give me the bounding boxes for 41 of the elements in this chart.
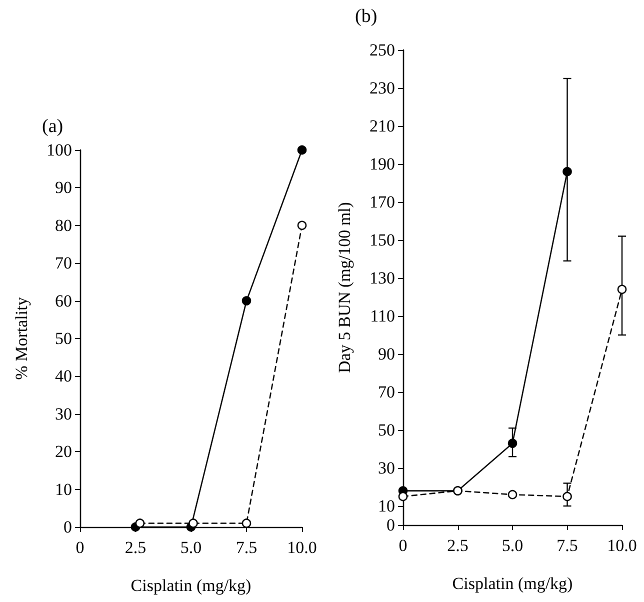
y-tick-label: 0	[386, 516, 395, 534]
x-tick-label: 10.0	[287, 538, 317, 557]
chart-title: (a)	[42, 116, 64, 137]
y-tick-label: 150	[370, 230, 395, 250]
chart-title: (b)	[355, 6, 378, 27]
y-tick-label: 0	[64, 518, 72, 536]
y-tick-label: 170	[370, 192, 395, 212]
y-tick-label: 60	[55, 291, 72, 310]
y-tick-label: 20	[55, 442, 72, 462]
x-tick-label: 2.5	[124, 538, 146, 557]
y-tick-label: 70	[378, 382, 395, 402]
x-tick-label: 7.5	[236, 538, 258, 557]
x-tick-label: 0	[398, 536, 408, 555]
y-tick-label: 40	[55, 366, 72, 386]
y-tick-label: 70	[55, 254, 72, 273]
y-tick-label: 10	[55, 480, 72, 499]
x-axis-title: Cisplatin (mg/kg)	[130, 576, 252, 595]
y-tick-label: 250	[370, 40, 395, 60]
y-tick-label: 30	[55, 404, 72, 424]
x-tick-label: 5.0	[180, 538, 202, 557]
x-tick-label: 5.0	[502, 536, 524, 555]
y-tick-label: 190	[370, 154, 395, 174]
x-tick-label: 2.5	[447, 536, 468, 555]
y-tick-label: 90	[378, 344, 395, 364]
y-tick-label: 50	[378, 420, 395, 440]
y-tick-label: 90	[55, 178, 72, 198]
x-tick-label: 10.0	[607, 536, 637, 555]
x-tick-label: 0	[76, 538, 84, 557]
x-axis-title: Cisplatin (mg/kg)	[452, 574, 573, 593]
y-tick-label: 10	[378, 496, 395, 516]
y-tick-label: 100	[46, 140, 72, 160]
y-tick-label: 80	[55, 216, 72, 235]
y-tick-label: 230	[370, 78, 395, 98]
y-tick-label: 110	[370, 306, 395, 326]
x-tick-label: 7.5	[556, 536, 578, 555]
y-tick-label: 130	[370, 268, 395, 288]
y-tick-label: 210	[370, 116, 395, 136]
y-axis-title: Day 5 BUN (mg/100 ml)	[335, 202, 354, 373]
y-tick-label: 50	[55, 329, 72, 348]
y-axis-title: % Mortality	[12, 296, 31, 380]
y-tick-label: 30	[378, 458, 395, 478]
